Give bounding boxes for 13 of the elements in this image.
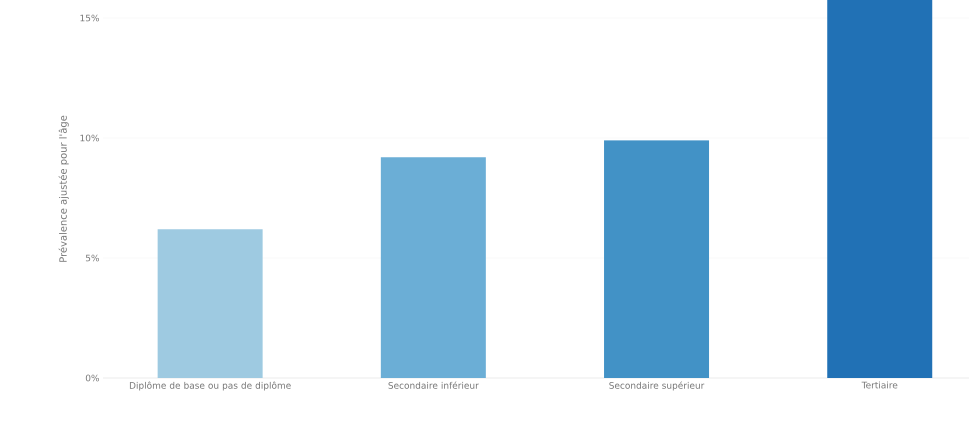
x-tick-label: Secondaire supérieur — [609, 382, 704, 391]
y-tick-label: 15% — [80, 14, 99, 22]
x-tick-label: Diplôme de base ou pas de diplôme — [130, 382, 291, 391]
y-tick-label: 10% — [80, 134, 99, 142]
y-tick-label: 5% — [86, 254, 99, 262]
x-tick-label: Secondaire inférieur — [388, 382, 479, 389]
y-axis-title: Prévalence ajustée pour l'âge — [58, 116, 69, 262]
bar — [604, 140, 710, 378]
bar — [380, 157, 486, 378]
bar — [827, 0, 932, 378]
x-tick-label: Tertiaire — [862, 382, 898, 388]
bar — [158, 229, 263, 378]
y-tick-label: 0% — [86, 374, 99, 382]
